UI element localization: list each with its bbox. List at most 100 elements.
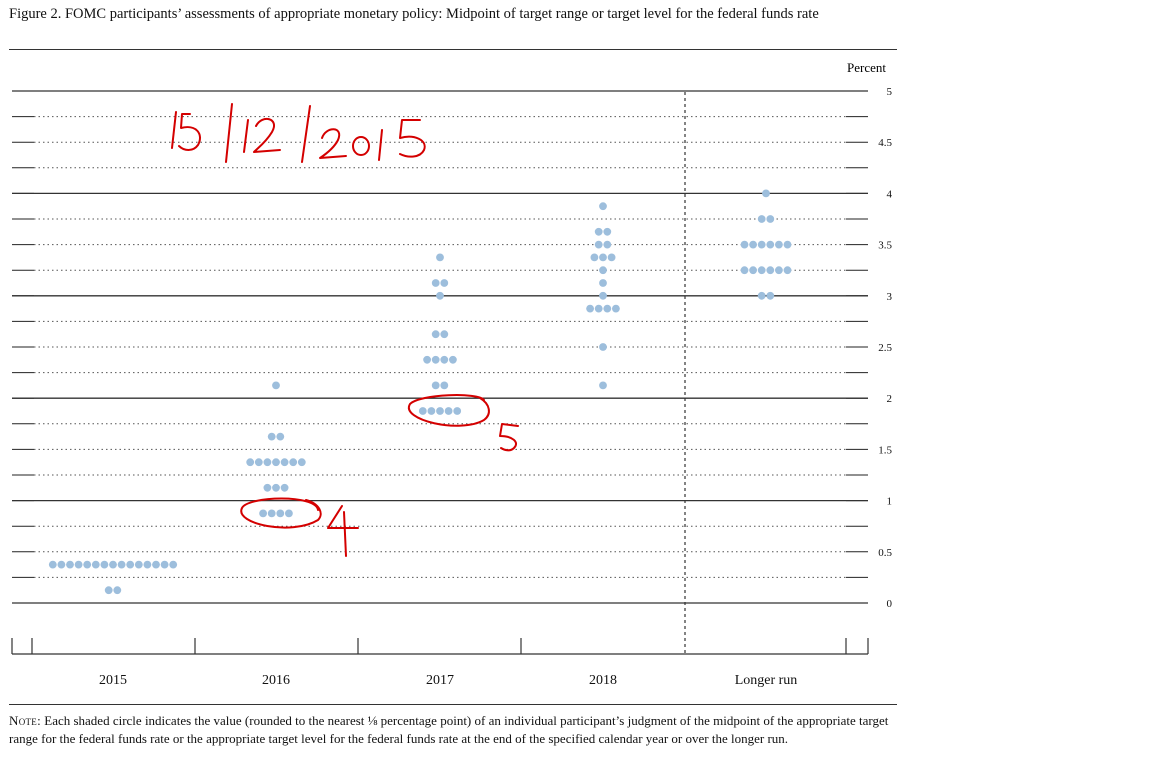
- data-dot: [276, 432, 285, 441]
- y-axis-label: Percent: [847, 60, 886, 75]
- data-dot: [263, 483, 272, 492]
- data-dot: [285, 509, 293, 518]
- data-dot: [766, 215, 775, 223]
- y-tick-label: 5: [887, 86, 893, 98]
- data-dot: [436, 253, 444, 262]
- annotation-circle-2017: [407, 394, 490, 427]
- x-tick-label: Longer run: [735, 673, 798, 688]
- data-dot: [272, 483, 280, 492]
- data-dot: [104, 586, 113, 595]
- data-dot: [152, 560, 160, 569]
- data-dot: [444, 407, 453, 415]
- data-dot: [766, 266, 775, 275]
- data-dot: [599, 253, 607, 262]
- data-dot: [100, 560, 109, 569]
- data-dot: [757, 240, 766, 249]
- data-dot: [599, 266, 607, 275]
- handwritten-annotations: [171, 103, 519, 557]
- data-dot: [599, 202, 607, 211]
- top-rule: [9, 49, 897, 50]
- figure-note: Note: Each shaded circle indicates the v…: [9, 712, 889, 748]
- data-dot: [272, 381, 280, 390]
- data-dot: [431, 330, 440, 339]
- data-dot: [436, 407, 444, 415]
- data-dot: [440, 381, 449, 390]
- data-dot: [599, 381, 607, 390]
- data-dot: [440, 330, 449, 339]
- data-dot: [169, 560, 178, 569]
- data-dot: [418, 407, 427, 415]
- data-dot: [449, 355, 457, 364]
- note-text: Each shaded circle indicates the value (…: [9, 713, 889, 746]
- data-dot: [254, 458, 263, 467]
- x-tick-label: 2017: [426, 673, 454, 688]
- data-dot: [594, 240, 603, 249]
- dot-series: [48, 189, 792, 595]
- data-dot: [276, 509, 285, 518]
- data-dot: [83, 560, 92, 569]
- annotation-label-4: [327, 505, 359, 557]
- data-dot: [126, 560, 135, 569]
- data-dot: [740, 266, 749, 275]
- y-tick-label: 2: [887, 393, 893, 405]
- data-dot: [590, 253, 599, 262]
- data-dot: [143, 560, 152, 569]
- data-dot: [599, 279, 607, 287]
- y-tick-label: 1: [887, 496, 893, 508]
- data-dot: [603, 240, 612, 249]
- x-tick-label: 2016: [262, 673, 290, 688]
- figure-title: Figure 2. FOMC participants’ assessments…: [9, 6, 819, 22]
- data-dot: [246, 458, 255, 467]
- x-axis: 2015 2016 2017 2018 Longer run: [11, 638, 869, 688]
- data-dot: [599, 291, 607, 300]
- data-dot: [267, 509, 276, 518]
- annotation-date-15-12-2015: [171, 103, 426, 163]
- data-dot: [160, 560, 169, 569]
- data-dot: [66, 560, 74, 569]
- data-dot: [783, 240, 792, 249]
- annotation-circle-2016: [240, 497, 322, 529]
- data-dot: [783, 266, 792, 275]
- data-dot: [453, 407, 462, 415]
- data-dot: [775, 266, 783, 275]
- data-dot: [297, 458, 306, 467]
- data-dot: [259, 509, 267, 518]
- y-tick-label: 1.5: [878, 444, 892, 456]
- data-dot: [607, 253, 616, 262]
- data-dot: [134, 560, 143, 569]
- note-lead: Note:: [9, 713, 41, 728]
- data-dot: [440, 355, 449, 364]
- data-dot: [431, 279, 440, 287]
- data-dot: [431, 381, 440, 390]
- x-tick-label: 2018: [589, 673, 617, 688]
- data-dot: [91, 560, 100, 569]
- data-dot: [612, 304, 620, 313]
- data-dot: [272, 458, 280, 467]
- data-dot: [603, 227, 612, 236]
- data-dot: [594, 304, 603, 313]
- data-dot: [280, 483, 289, 492]
- data-dot: [48, 560, 57, 569]
- data-dot: [594, 227, 603, 236]
- y-tick-label: 4.5: [878, 137, 892, 149]
- y-tick-label: 3: [887, 291, 893, 303]
- data-dot: [74, 560, 83, 569]
- data-dot: [603, 304, 612, 313]
- annotation-label-5: [499, 423, 519, 452]
- data-dot: [749, 240, 757, 249]
- data-dot: [757, 291, 766, 300]
- bottom-rule: [9, 704, 897, 705]
- data-dot: [109, 560, 117, 569]
- data-dot: [599, 343, 607, 351]
- y-axis-ticks: 0 0.5 1 1.5 2 2.5 3 3.5 4 4.5 5: [878, 86, 892, 610]
- data-dot: [766, 291, 775, 300]
- y-tick-label: 0: [887, 598, 893, 610]
- data-dot: [427, 407, 436, 415]
- data-dot: [280, 458, 289, 467]
- data-dot: [267, 432, 276, 441]
- data-dot: [757, 215, 766, 223]
- data-dot: [766, 240, 775, 249]
- data-dot: [740, 240, 749, 249]
- data-dot: [263, 458, 272, 467]
- dot-plot-chart: 00.511.522.533.544.55 Percent 2015 2016 20…: [11, 60, 893, 688]
